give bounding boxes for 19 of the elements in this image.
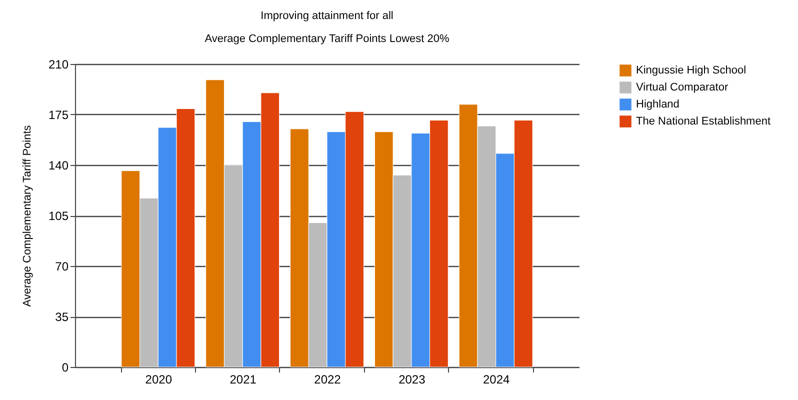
x-tick-label: 2024 — [482, 372, 510, 386]
legend-label: The National Establishment — [636, 116, 771, 128]
chart-subtitle: Average Complementary Tariff Points Lowest 20% — [204, 33, 450, 45]
x-tick-label: 2021 — [230, 372, 257, 386]
legend-label: Kingussie High School — [636, 64, 746, 76]
y-tick-label: 0 — [62, 360, 69, 374]
y-tick-label: 35 — [55, 310, 69, 324]
x-tick-label: 2022 — [314, 372, 342, 386]
y-axis-title: Average Complementary Tariff Points — [21, 124, 34, 307]
y-tick-label: 70 — [55, 260, 69, 274]
y-tick-label: 105 — [48, 209, 69, 223]
chart-title: Improving attainment for all — [260, 10, 394, 22]
legend-label: Virtual Comparator — [636, 82, 728, 94]
y-tick-label: 175 — [48, 108, 69, 122]
legend-label: Highland — [636, 98, 680, 110]
y-tick-label: 140 — [48, 158, 69, 172]
x-tick-label: 2020 — [145, 372, 172, 386]
y-tick-label: 210 — [48, 58, 69, 72]
x-tick-label: 2023 — [398, 372, 426, 386]
